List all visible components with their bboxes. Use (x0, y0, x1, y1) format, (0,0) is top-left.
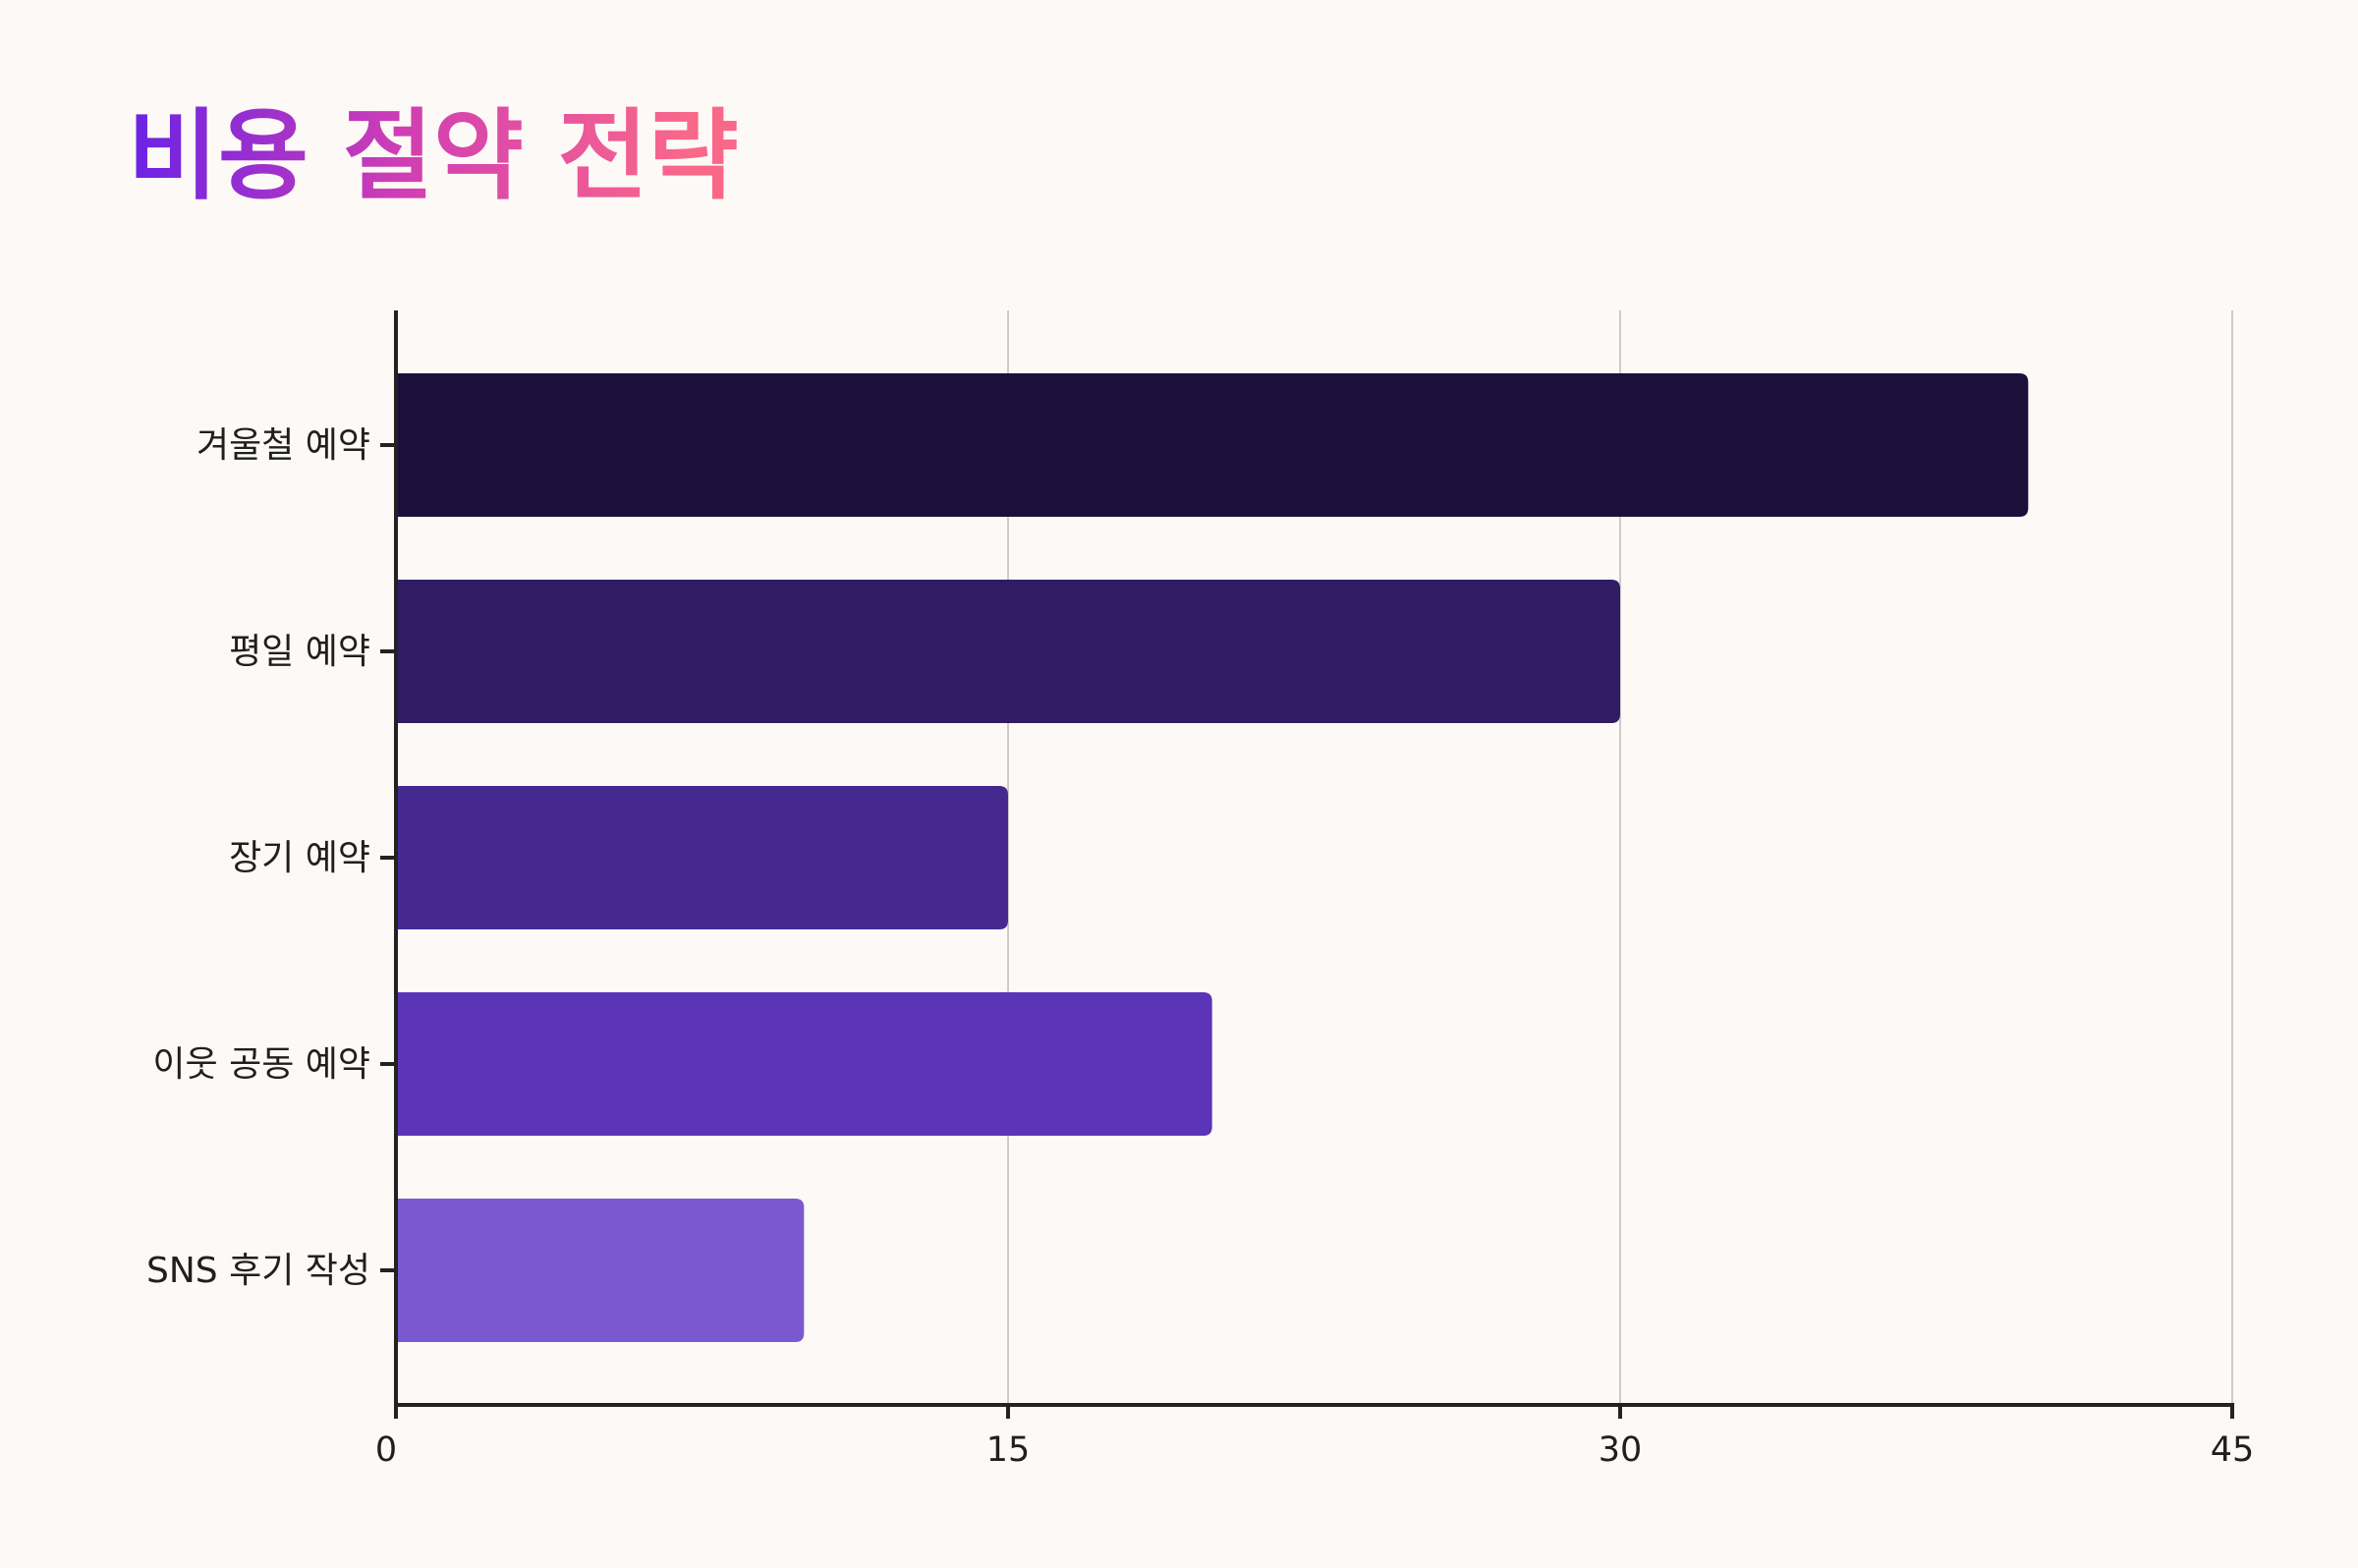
bar-5 (396, 1199, 805, 1342)
bar-3 (396, 786, 1008, 929)
category-label: SNS 후기 작성 (146, 1251, 370, 1291)
category-label: 이웃 공동 예약 (152, 1044, 370, 1085)
category-label: 겨울철 예약 (196, 425, 370, 466)
axes (380, 310, 2234, 1419)
chart-title: 비용 절약 전략 (128, 98, 739, 213)
x-tick-label: 15 (986, 1430, 1031, 1470)
category-label: 장기 예약 (229, 838, 370, 878)
bars (396, 373, 2029, 1342)
bar-4 (396, 992, 1212, 1136)
x-tick-label: 0 (375, 1430, 397, 1470)
x-tick-label: 45 (2211, 1430, 2255, 1470)
bar-1 (396, 373, 2029, 517)
bar-2 (396, 580, 1620, 723)
x-tick-label: 30 (1599, 1430, 1643, 1470)
category-label: 평일 예약 (229, 632, 370, 672)
